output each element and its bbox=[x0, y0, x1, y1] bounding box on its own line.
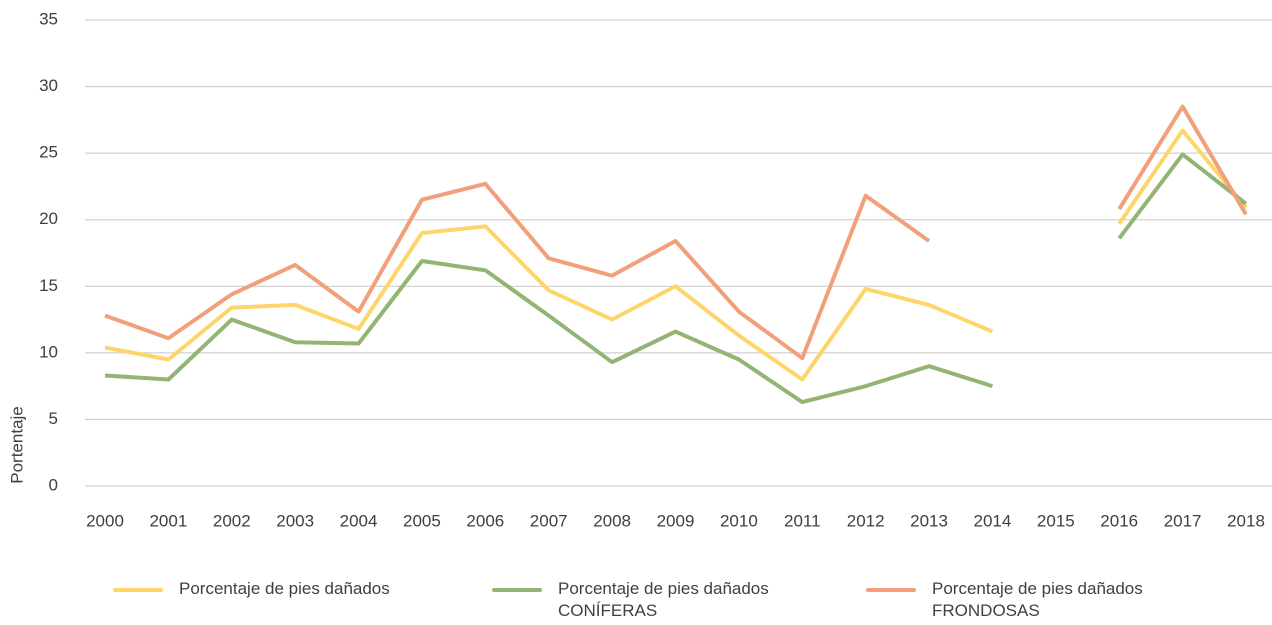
legend-label: Porcentaje de pies dañados bbox=[179, 579, 390, 598]
x-tick-label: 2018 bbox=[1227, 511, 1265, 530]
y-tick-label: 0 bbox=[49, 475, 58, 494]
x-tick-label: 2010 bbox=[720, 511, 758, 530]
y-tick-label: 30 bbox=[39, 76, 58, 95]
x-tick-label: 2008 bbox=[593, 511, 631, 530]
legend-item: Porcentaje de pies dañados bbox=[113, 578, 390, 600]
x-tick-label: 2011 bbox=[784, 511, 821, 530]
x-tick-label: 2002 bbox=[213, 511, 251, 530]
x-tick-label: 2007 bbox=[530, 511, 568, 530]
x-tick-label: 2006 bbox=[466, 511, 504, 530]
legend-item: Porcentaje de pies dañados FRONDOSAS bbox=[866, 578, 1143, 622]
x-tick-label: 2017 bbox=[1164, 511, 1202, 530]
x-tick-label: 2016 bbox=[1100, 511, 1138, 530]
x-tick-label: 2001 bbox=[149, 511, 187, 530]
legend-swatch bbox=[492, 588, 542, 592]
legend-label: Porcentaje de pies dañados CONÍFERAS bbox=[558, 579, 769, 620]
x-tick-label: 2015 bbox=[1037, 511, 1075, 530]
y-tick-label: 15 bbox=[39, 276, 58, 295]
legend-swatch bbox=[866, 588, 916, 592]
x-tick-label: 2005 bbox=[403, 511, 441, 530]
chart: Portentaje 0 5 10 15 20 25 30 35 2000 2001 2002 200… bbox=[7, 9, 1272, 530]
x-tick-label: 2004 bbox=[340, 511, 378, 530]
x-tick-label: 2014 bbox=[974, 511, 1012, 530]
series-line bbox=[104, 152, 1248, 405]
series-line bbox=[104, 128, 1248, 382]
x-tick-label: 2012 bbox=[847, 511, 885, 530]
y-tick-label: 5 bbox=[49, 409, 58, 428]
legend-item: Porcentaje de pies dañados CONÍFERAS bbox=[492, 578, 769, 622]
x-tick-label: 2000 bbox=[86, 511, 124, 530]
y-tick-label: 20 bbox=[39, 209, 58, 228]
legend-swatch bbox=[113, 588, 163, 592]
series-line bbox=[104, 104, 1248, 361]
y-tick-label: 10 bbox=[39, 342, 58, 361]
legend: Porcentaje de pies dañados Porcentaje de … bbox=[0, 578, 1272, 625]
x-tick-label: 2009 bbox=[657, 511, 695, 530]
y-tick-label: 35 bbox=[39, 9, 58, 28]
y-tick-label: 25 bbox=[39, 143, 58, 162]
legend-label: Porcentaje de pies dañados FRONDOSAS bbox=[932, 579, 1143, 620]
y-axis-title: Portentaje bbox=[7, 406, 26, 484]
x-tick-label: 2013 bbox=[910, 511, 948, 530]
x-tick-label: 2003 bbox=[276, 511, 314, 530]
